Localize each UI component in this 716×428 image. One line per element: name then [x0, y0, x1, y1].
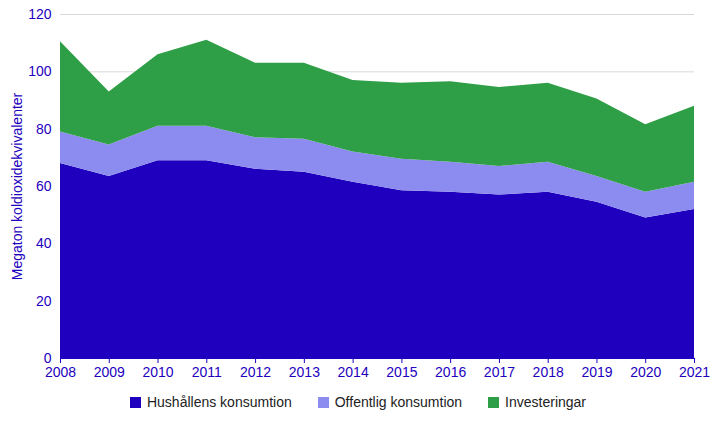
svg-text:2016: 2016 [435, 364, 466, 380]
html-text:Investeringar: Investeringar [505, 394, 586, 410]
svg-text:2012: 2012 [240, 364, 271, 380]
svg-text:100: 100 [28, 63, 52, 79]
svg-text:2014: 2014 [338, 364, 369, 380]
svg-text:0: 0 [43, 350, 52, 366]
svg-text:2009: 2009 [94, 364, 125, 380]
svg-text:80: 80 [36, 121, 52, 137]
svg-text:2019: 2019 [581, 364, 612, 380]
svg-text:120: 120 [28, 6, 52, 22]
svg-text:2021: 2021 [679, 364, 710, 380]
svg-text:2018: 2018 [533, 364, 564, 380]
svg-text:2008: 2008 [45, 364, 76, 380]
svg-text:20: 20 [36, 293, 52, 309]
svg-text:Megaton koldioxidekvivalenter: Megaton koldioxidekvivalenter [9, 92, 25, 280]
html-text:Hushållens konsumtion: Hushållens konsumtion [147, 394, 292, 410]
svg-text:2015: 2015 [386, 364, 417, 380]
svg-text:2020: 2020 [630, 364, 661, 380]
html-text:Offentlig konsumtion: Offentlig konsumtion [334, 394, 463, 410]
svg-text:40: 40 [36, 235, 52, 251]
svg-text:2013: 2013 [289, 364, 320, 380]
svg-text:2010: 2010 [142, 364, 173, 380]
svg-text:60: 60 [36, 178, 52, 194]
svg-text:2017: 2017 [484, 364, 515, 380]
svg-text:2011: 2011 [192, 364, 222, 380]
